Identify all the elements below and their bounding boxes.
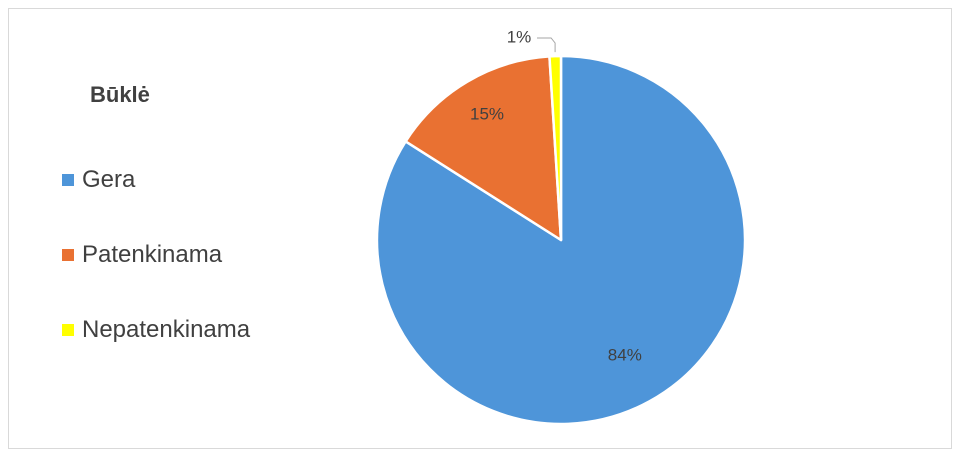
legend-item-patenkinama: Patenkinama	[62, 241, 222, 269]
leader-line-nepatenkinama	[537, 37, 556, 53]
data-label-nepatenkinama: 1%	[507, 27, 532, 46]
pie-data-labels: 84% 15% 1%	[470, 27, 642, 364]
legend-label-gera: Gera	[82, 166, 136, 193]
legend-label-patenkinama: Patenkinama	[82, 241, 223, 268]
data-label-patenkinama: 15%	[470, 104, 504, 123]
pie-slice-nepatenkinama	[548, 54, 563, 242]
legend-item-gera: Gera	[62, 166, 135, 194]
pie-slices	[375, 54, 747, 426]
legend-swatch-patenkinama	[62, 249, 74, 261]
data-label-gera: 84%	[608, 346, 642, 365]
pie-slice-patenkinama	[404, 55, 563, 242]
legend-item-nepatenkinama: Nepatenkinama	[62, 316, 250, 344]
legend-swatch-gera	[62, 174, 74, 186]
legend-label-nepatenkinama: Nepatenkinama	[82, 316, 251, 343]
legend-swatch-nepatenkinama	[62, 324, 74, 336]
legend-title: Būklė	[90, 82, 150, 107]
